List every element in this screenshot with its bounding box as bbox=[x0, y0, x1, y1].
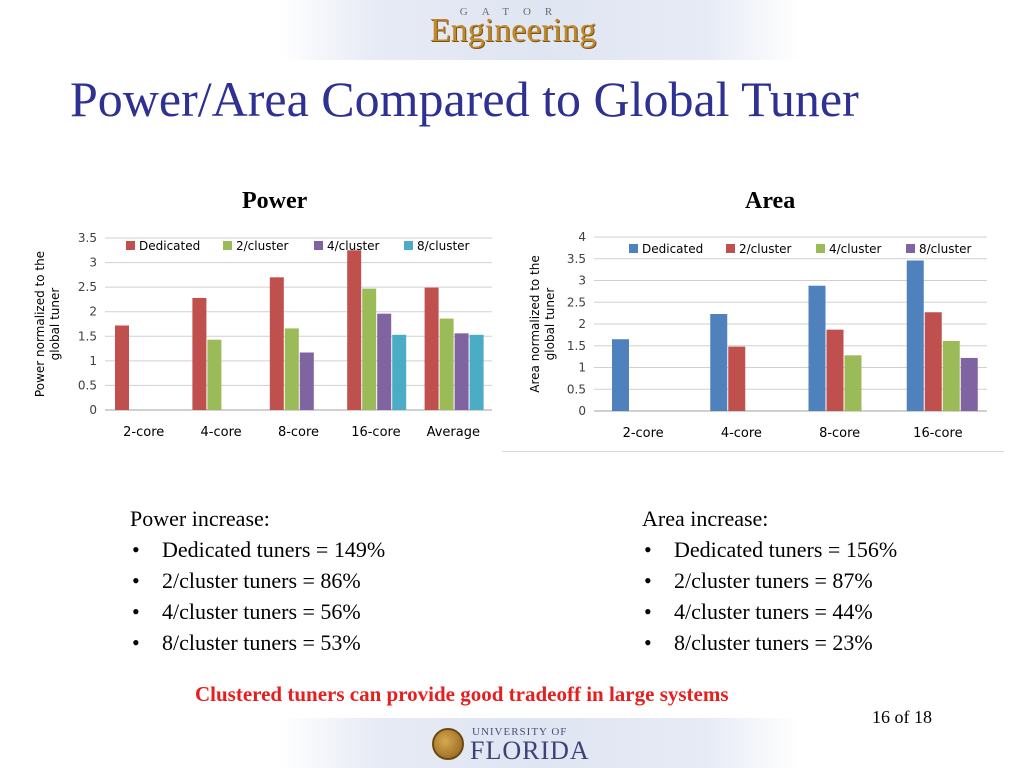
legend-label: 2/cluster bbox=[236, 239, 289, 253]
logo-university-text: UNIVERSITY OF bbox=[472, 726, 568, 738]
bar-dedicated bbox=[424, 287, 439, 410]
legend-swatch bbox=[629, 244, 638, 253]
page-number: 16 of 18 bbox=[872, 707, 932, 727]
area-stats-heading: Area increase: bbox=[642, 506, 769, 531]
bar-4-cluster bbox=[454, 333, 469, 410]
y-tick-label: 0.5 bbox=[567, 382, 586, 396]
power-chart: 0 0.5 1 1.5 2 2.5 3 3.5 Power normalized to theg… bbox=[33, 231, 492, 440]
bar-8-cluster bbox=[960, 357, 978, 411]
bar-4-cluster bbox=[377, 313, 392, 410]
bar-4-cluster bbox=[942, 340, 960, 411]
legend-swatch bbox=[126, 241, 135, 250]
x-tick-label: 8-core bbox=[278, 425, 319, 440]
legend-label: 2/cluster bbox=[739, 242, 792, 256]
power-stats: Power increase: Dedicated tuners = 149% … bbox=[130, 503, 385, 658]
power-stat-item: 4/cluster tuners = 56% bbox=[130, 596, 385, 627]
y-tick-label: 3 bbox=[578, 274, 586, 288]
bar-2-cluster bbox=[924, 312, 942, 411]
y-tick-label: 3.5 bbox=[567, 252, 586, 266]
legend-swatch bbox=[816, 244, 825, 253]
legend-label: 8/cluster bbox=[417, 239, 470, 253]
legend-label: Dedicated bbox=[642, 242, 703, 256]
power-stats-heading: Power increase: bbox=[130, 506, 270, 531]
x-tick-label: 8-core bbox=[819, 426, 860, 441]
y-axis-label: Power normalized to theglobal tuner bbox=[33, 251, 62, 397]
y-tick-label: 2 bbox=[89, 305, 97, 319]
uf-seal-icon bbox=[432, 728, 464, 760]
bar-dedicated bbox=[347, 250, 362, 410]
x-tick-label: 16-core bbox=[351, 425, 400, 440]
legend-swatch bbox=[223, 241, 232, 250]
y-tick-label: 0 bbox=[578, 404, 586, 418]
bar-2-cluster bbox=[284, 328, 299, 410]
x-tick-label: Average bbox=[427, 425, 480, 440]
legend-label: 4/cluster bbox=[829, 242, 882, 256]
x-tick-label: 4-core bbox=[201, 425, 242, 440]
bar-dedicated bbox=[269, 277, 284, 410]
chart-divider bbox=[502, 451, 1004, 452]
area-stat-item: 4/cluster tuners = 44% bbox=[642, 596, 897, 627]
y-tick-label: 1 bbox=[578, 361, 586, 375]
gator-engineering-logo: GATOR Engineering bbox=[418, 6, 608, 56]
y-tick-label: 3.5 bbox=[78, 231, 97, 245]
x-tick-label: 2-core bbox=[123, 425, 164, 440]
legend-swatch bbox=[314, 241, 323, 250]
bar-4-cluster bbox=[844, 355, 862, 411]
bar-2-cluster bbox=[826, 329, 844, 411]
area-heading: Area bbox=[745, 188, 796, 214]
legend-label: 4/cluster bbox=[327, 239, 380, 253]
legend-label: 8/cluster bbox=[919, 242, 972, 256]
bar-2-cluster bbox=[362, 288, 377, 410]
bar-dedicated bbox=[612, 339, 629, 411]
y-tick-label: 1 bbox=[89, 354, 97, 368]
power-stat-item: 8/cluster tuners = 53% bbox=[130, 627, 385, 658]
x-tick-label: 2-core bbox=[623, 426, 664, 441]
x-tick-label: 4-core bbox=[721, 426, 762, 441]
conclusion-text: Clustered tuners can provide good tradeo… bbox=[195, 682, 729, 706]
y-tick-label: 1.5 bbox=[78, 329, 97, 343]
area-stat-item: Dedicated tuners = 156% bbox=[642, 534, 897, 565]
footer-banner bbox=[280, 718, 800, 768]
legend-label: Dedicated bbox=[139, 239, 200, 253]
y-tick-label: 3 bbox=[89, 256, 97, 270]
power-stat-item: 2/cluster tuners = 86% bbox=[130, 565, 385, 596]
y-tick-label: 4 bbox=[578, 230, 586, 244]
area-stats: Area increase: Dedicated tuners = 156% 2… bbox=[642, 503, 897, 658]
bar-8-cluster bbox=[392, 334, 407, 410]
y-tick-label: 0.5 bbox=[78, 378, 97, 392]
bar-dedicated bbox=[115, 325, 129, 410]
logo-engineering-text: Engineering bbox=[429, 12, 597, 49]
bar-dedicated bbox=[906, 260, 924, 411]
area-stat-item: 8/cluster tuners = 23% bbox=[642, 627, 897, 658]
slide-title: Power/Area Compared to Global Tuner bbox=[70, 71, 859, 127]
power-heading: Power bbox=[242, 188, 308, 214]
legend-swatch bbox=[726, 244, 735, 253]
bar-4-cluster bbox=[299, 352, 314, 410]
area-chart: 0 0.5 1 1.5 2 2.5 3 3.5 4 Area normalized to theg… bbox=[528, 230, 987, 441]
bar-dedicated bbox=[192, 297, 207, 410]
bar-8-cluster bbox=[469, 334, 484, 410]
legend-swatch bbox=[906, 244, 915, 253]
y-tick-label: 1.5 bbox=[567, 339, 586, 353]
university-of-florida-logo: UNIVERSITY OF FLORIDA bbox=[432, 724, 589, 765]
bar-dedicated bbox=[710, 313, 728, 411]
header-banner bbox=[280, 0, 800, 60]
logo-florida-text: FLORIDA bbox=[470, 736, 590, 765]
x-tick-label: 16-core bbox=[913, 426, 962, 441]
y-tick-label: 2.5 bbox=[78, 280, 97, 294]
legend-swatch bbox=[404, 241, 413, 250]
bar-2-cluster bbox=[207, 339, 222, 410]
y-axis-label: Area normalized to theglobal tuner bbox=[528, 255, 557, 392]
y-tick-label: 0 bbox=[89, 403, 97, 417]
bar-dedicated bbox=[808, 285, 826, 411]
y-tick-label: 2.5 bbox=[567, 295, 586, 309]
power-stat-item: Dedicated tuners = 149% bbox=[130, 534, 385, 565]
bar-2-cluster bbox=[728, 346, 746, 411]
bar-2-cluster bbox=[439, 318, 454, 410]
area-stat-item: 2/cluster tuners = 87% bbox=[642, 565, 897, 596]
y-tick-label: 2 bbox=[578, 317, 586, 331]
logo-gator-text: GATOR bbox=[459, 6, 567, 18]
